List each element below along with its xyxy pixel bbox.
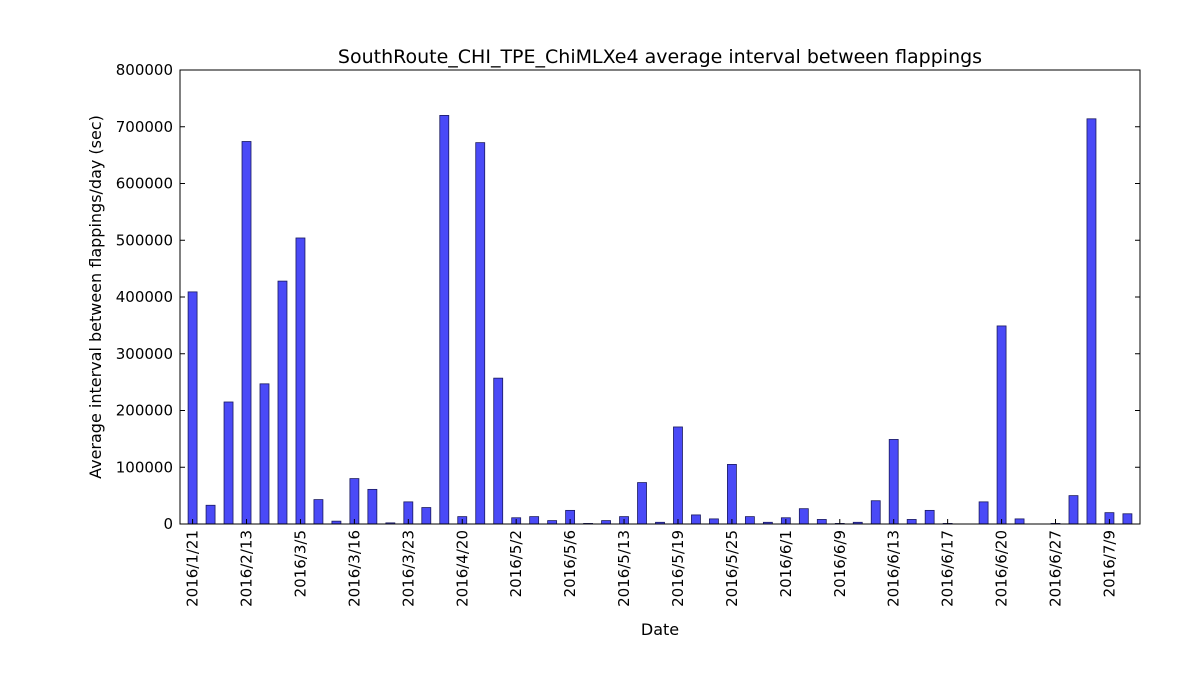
y-tick-label-3: 300000 xyxy=(116,345,173,363)
bar-14 xyxy=(439,115,450,525)
bar-13 xyxy=(421,507,432,525)
y-tick-label-2: 200000 xyxy=(116,402,173,420)
x-axis-label: Date xyxy=(641,620,679,639)
x-tick-label-15: 2016/6/20 xyxy=(993,530,1011,607)
plot-frame xyxy=(179,69,1141,525)
x-tick-label-7: 2016/5/6 xyxy=(561,530,579,597)
bar-23 xyxy=(601,520,611,525)
bar-38 xyxy=(870,500,881,525)
x-tick-label-4: 2016/3/23 xyxy=(399,530,417,607)
y-tick-label-8: 800000 xyxy=(116,61,173,79)
bar-52 xyxy=(1122,513,1133,525)
y-tick-label-6: 600000 xyxy=(116,175,173,193)
bar-16 xyxy=(475,142,486,525)
bar-3 xyxy=(241,141,252,525)
bar-41 xyxy=(924,509,935,525)
x-tick-label-14: 2016/6/17 xyxy=(939,530,957,607)
bar-40 xyxy=(906,519,917,525)
y-tick-label-0: 0 xyxy=(163,515,173,533)
y-tick-label-1: 100000 xyxy=(116,458,173,476)
bar-1 xyxy=(205,504,216,525)
x-tick-label-12: 2016/6/9 xyxy=(831,530,849,597)
bar-49 xyxy=(1068,495,1079,525)
bar-7 xyxy=(313,499,324,525)
x-tick-label-5: 2016/4/20 xyxy=(453,530,471,607)
bar-0 xyxy=(187,291,198,525)
bar-30 xyxy=(727,464,737,525)
bar-20 xyxy=(547,520,558,525)
bar-4 xyxy=(259,383,270,525)
x-tick-label-6: 2016/5/2 xyxy=(507,530,525,597)
bar-10 xyxy=(367,488,378,525)
x-tick-label-0: 2016/1/21 xyxy=(184,530,202,607)
bar-45 xyxy=(996,325,1007,525)
bar-6 xyxy=(295,237,306,525)
bar-27 xyxy=(673,426,683,525)
bar-17 xyxy=(493,377,504,525)
bar-35 xyxy=(816,519,827,525)
bar-28 xyxy=(691,514,701,525)
x-tick-label-16: 2016/6/27 xyxy=(1047,530,1065,607)
x-tick-label-3: 2016/3/16 xyxy=(345,530,363,607)
bar-2 xyxy=(223,401,234,525)
x-tick-label-10: 2016/5/25 xyxy=(723,530,741,607)
x-tick-label-11: 2016/6/1 xyxy=(777,530,795,597)
bar-19 xyxy=(529,516,540,525)
x-tick-label-2: 2016/3/5 xyxy=(291,530,309,597)
chart-title: SouthRoute_CHI_TPE_ChiMLXe4 average inte… xyxy=(338,46,982,68)
y-tick-label-4: 400000 xyxy=(116,288,173,306)
bar-34 xyxy=(798,508,809,525)
bar-25 xyxy=(637,482,647,525)
x-tick-label-13: 2016/6/13 xyxy=(885,530,903,607)
bar-50 xyxy=(1086,118,1097,525)
bar-44 xyxy=(978,501,989,525)
bars-group xyxy=(187,115,1133,525)
y-axis-label: Average interval between flappings/day (… xyxy=(86,115,105,479)
bar-29 xyxy=(709,518,719,525)
x-tick-label-8: 2016/5/13 xyxy=(615,530,633,607)
bar-39 xyxy=(888,439,899,525)
y-tick-label-5: 500000 xyxy=(116,231,173,249)
y-axis: 0 100000 200000 300000 400000 500000 600000 700… xyxy=(116,61,1140,533)
x-tick-label-1: 2016/2/13 xyxy=(238,530,256,607)
bar-9 xyxy=(349,478,360,525)
y-tick-label-7: 700000 xyxy=(116,118,173,136)
x-axis: 2016/1/21 2016/2/13 2016/3/5 2016/3/16 2016/… xyxy=(184,519,1118,607)
x-tick-label-9: 2016/5/19 xyxy=(669,530,687,607)
x-tick-label-17: 2016/7/9 xyxy=(1100,530,1118,597)
bar-5 xyxy=(277,280,288,525)
bar-46 xyxy=(1014,518,1025,525)
bar-31 xyxy=(744,516,755,525)
